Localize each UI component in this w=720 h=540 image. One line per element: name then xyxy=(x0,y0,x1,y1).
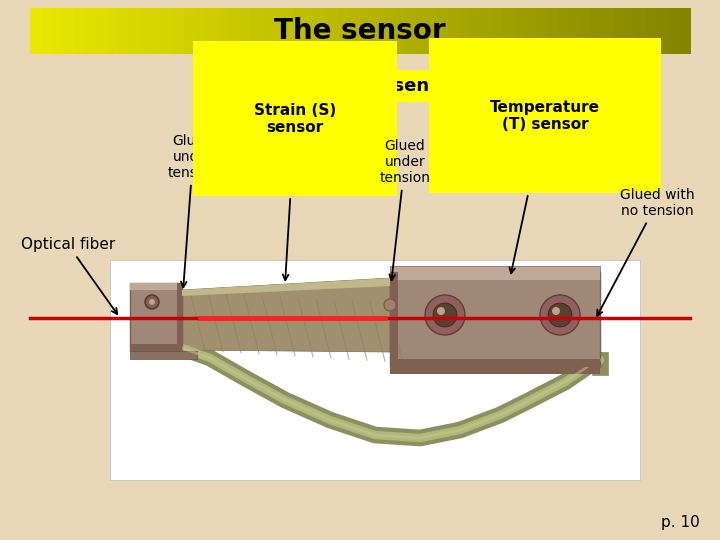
Bar xyxy=(96,8,107,54)
Text: Glued
under
tension: Glued under tension xyxy=(379,139,431,280)
Bar xyxy=(184,8,196,54)
Bar xyxy=(547,8,559,54)
Bar xyxy=(130,283,182,351)
Circle shape xyxy=(552,307,560,315)
Circle shape xyxy=(433,303,457,327)
Bar xyxy=(151,8,163,54)
Text: Glued with
no tension: Glued with no tension xyxy=(598,188,694,316)
Bar xyxy=(492,8,503,54)
Bar xyxy=(85,8,96,54)
Polygon shape xyxy=(182,278,390,296)
Bar xyxy=(140,8,151,54)
Bar xyxy=(390,272,398,367)
Bar xyxy=(228,8,240,54)
Bar xyxy=(305,8,317,54)
Circle shape xyxy=(540,295,580,335)
Text: Glued
under
tension: Glued under tension xyxy=(168,133,218,287)
Bar xyxy=(470,8,482,54)
Bar xyxy=(404,8,415,54)
Bar xyxy=(130,283,182,290)
Polygon shape xyxy=(182,278,390,352)
Bar xyxy=(30,8,42,54)
Bar xyxy=(272,8,284,54)
Text: The sensor: The sensor xyxy=(274,17,446,45)
Bar xyxy=(41,8,53,54)
Bar xyxy=(327,8,338,54)
Bar xyxy=(162,8,174,54)
Bar xyxy=(239,8,251,54)
Circle shape xyxy=(437,307,445,315)
Circle shape xyxy=(425,295,465,335)
Text: Two FBGs in a sensor:: Two FBGs in a sensor: xyxy=(247,77,468,95)
Bar xyxy=(63,8,74,54)
Bar xyxy=(602,8,613,54)
Bar xyxy=(390,272,600,280)
Bar xyxy=(525,8,536,54)
Bar xyxy=(118,8,130,54)
Bar xyxy=(390,266,600,272)
Circle shape xyxy=(548,303,572,327)
Circle shape xyxy=(149,299,155,305)
Bar xyxy=(130,351,197,359)
Bar xyxy=(349,8,361,54)
Text: Strain (S)
sensor: Strain (S) sensor xyxy=(254,103,336,280)
Bar xyxy=(261,8,272,54)
Bar xyxy=(338,8,349,54)
Bar xyxy=(591,8,603,54)
Text: Optical fiber: Optical fiber xyxy=(21,237,117,314)
Bar xyxy=(646,8,657,54)
Bar xyxy=(624,8,636,54)
Bar xyxy=(536,8,547,54)
Bar xyxy=(390,359,600,367)
Bar xyxy=(635,8,647,54)
Bar xyxy=(415,8,426,54)
Bar xyxy=(558,8,570,54)
Bar xyxy=(668,8,680,54)
Bar xyxy=(657,8,668,54)
Bar xyxy=(52,8,63,54)
Bar xyxy=(360,8,372,54)
Bar xyxy=(107,8,119,54)
Bar xyxy=(580,8,592,54)
Bar xyxy=(613,8,624,54)
Bar xyxy=(195,8,207,54)
Bar xyxy=(393,8,405,54)
Bar xyxy=(217,8,228,54)
Bar xyxy=(250,8,261,54)
Bar xyxy=(679,8,690,54)
Text: p. 10: p. 10 xyxy=(661,515,700,530)
Bar xyxy=(448,8,459,54)
Circle shape xyxy=(145,295,159,309)
Bar xyxy=(177,283,182,351)
Bar xyxy=(173,8,184,54)
Bar xyxy=(283,8,294,54)
Text: Temperature
(T) sensor: Temperature (T) sensor xyxy=(490,99,600,273)
Bar xyxy=(371,8,382,54)
Bar xyxy=(382,8,394,54)
Bar xyxy=(240,70,475,102)
Bar xyxy=(390,272,600,367)
Bar xyxy=(569,8,580,54)
Bar xyxy=(503,8,515,54)
Bar xyxy=(130,344,182,351)
Bar xyxy=(206,8,217,54)
Bar xyxy=(316,8,328,54)
Bar xyxy=(459,8,470,54)
Bar xyxy=(74,8,86,54)
Bar xyxy=(110,260,640,480)
Bar xyxy=(294,8,305,54)
Bar xyxy=(129,8,140,54)
Bar xyxy=(437,8,449,54)
Bar xyxy=(426,8,438,54)
Bar xyxy=(481,8,492,54)
Bar xyxy=(390,367,600,374)
Bar xyxy=(514,8,526,54)
Circle shape xyxy=(384,299,396,311)
